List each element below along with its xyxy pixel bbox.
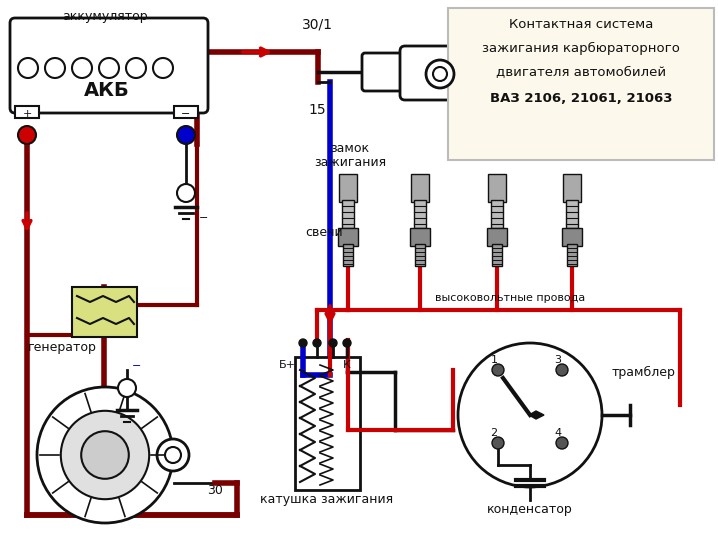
Text: 2: 2 bbox=[490, 428, 498, 438]
Circle shape bbox=[329, 339, 337, 347]
Text: −: − bbox=[199, 213, 208, 223]
Circle shape bbox=[165, 447, 181, 463]
Circle shape bbox=[556, 437, 568, 449]
Bar bbox=[411, 174, 429, 202]
Text: 30/1: 30/1 bbox=[302, 18, 332, 32]
Text: генератор: генератор bbox=[28, 342, 97, 354]
Text: ВАЗ 2106, 21061, 21063: ВАЗ 2106, 21061, 21063 bbox=[490, 92, 672, 104]
Bar bbox=[487, 228, 507, 246]
Circle shape bbox=[313, 339, 321, 347]
Circle shape bbox=[299, 339, 307, 347]
Bar bbox=[567, 244, 577, 266]
Text: К: К bbox=[343, 360, 351, 370]
Bar bbox=[562, 228, 582, 246]
Circle shape bbox=[81, 431, 129, 479]
Bar bbox=[488, 174, 506, 202]
Text: зажигания карбюраторного: зажигания карбюраторного bbox=[482, 42, 680, 54]
Text: +: + bbox=[22, 109, 32, 119]
Text: −: − bbox=[132, 361, 141, 371]
Bar bbox=[174, 106, 198, 118]
Bar bbox=[343, 244, 353, 266]
FancyBboxPatch shape bbox=[10, 18, 208, 113]
Text: −: − bbox=[182, 109, 191, 119]
Text: зажигания: зажигания bbox=[314, 157, 386, 169]
Bar bbox=[563, 174, 581, 202]
Circle shape bbox=[343, 339, 351, 347]
Circle shape bbox=[433, 67, 447, 81]
Circle shape bbox=[492, 364, 504, 376]
Circle shape bbox=[61, 411, 149, 499]
Text: 30: 30 bbox=[207, 483, 223, 497]
Bar bbox=[492, 244, 502, 266]
Circle shape bbox=[426, 60, 454, 88]
Circle shape bbox=[99, 58, 119, 78]
Bar bbox=[72, 287, 137, 337]
Circle shape bbox=[458, 343, 602, 487]
Circle shape bbox=[492, 437, 504, 449]
Bar bbox=[338, 228, 358, 246]
Circle shape bbox=[153, 58, 173, 78]
Text: замок: замок bbox=[330, 141, 370, 155]
Bar bbox=[415, 244, 425, 266]
Text: АКБ: АКБ bbox=[84, 80, 130, 100]
Circle shape bbox=[126, 58, 146, 78]
Text: 3: 3 bbox=[554, 355, 561, 365]
Text: высоковольтные провода: высоковольтные провода bbox=[435, 293, 585, 303]
Text: Б+: Б+ bbox=[279, 360, 296, 370]
Bar bbox=[491, 200, 503, 228]
Text: катушка зажигания: катушка зажигания bbox=[261, 494, 393, 506]
FancyBboxPatch shape bbox=[400, 46, 465, 100]
Text: 15: 15 bbox=[308, 103, 326, 117]
Circle shape bbox=[18, 126, 36, 144]
Circle shape bbox=[556, 364, 568, 376]
Circle shape bbox=[177, 126, 195, 144]
Bar bbox=[566, 200, 578, 228]
FancyBboxPatch shape bbox=[362, 53, 408, 91]
Bar bbox=[15, 106, 39, 118]
Text: Контактная система: Контактная система bbox=[509, 18, 653, 30]
Circle shape bbox=[18, 58, 38, 78]
Text: двигателя автомобилей: двигателя автомобилей bbox=[496, 66, 666, 78]
Circle shape bbox=[37, 387, 173, 523]
Circle shape bbox=[157, 439, 189, 471]
Bar bbox=[414, 200, 426, 228]
Text: свечи: свечи bbox=[305, 227, 342, 239]
Circle shape bbox=[45, 58, 65, 78]
Circle shape bbox=[72, 58, 92, 78]
Circle shape bbox=[118, 379, 136, 397]
Bar bbox=[339, 174, 357, 202]
Polygon shape bbox=[529, 411, 544, 419]
Bar bbox=[295, 357, 360, 490]
Text: 4: 4 bbox=[554, 428, 561, 438]
FancyBboxPatch shape bbox=[448, 8, 714, 160]
Text: аккумулятор: аккумулятор bbox=[62, 10, 148, 23]
Bar bbox=[410, 228, 430, 246]
Text: трамблер: трамблер bbox=[612, 366, 676, 378]
Circle shape bbox=[177, 184, 195, 202]
Text: конденсатор: конденсатор bbox=[487, 504, 573, 516]
Text: 1: 1 bbox=[490, 355, 498, 365]
Bar bbox=[342, 200, 354, 228]
